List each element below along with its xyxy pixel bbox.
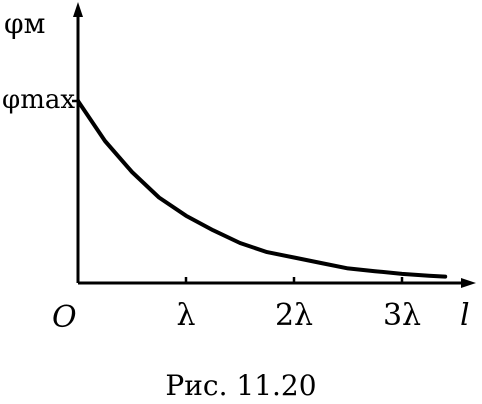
y-axis-label: φм <box>4 7 45 40</box>
x-tick-label: λ <box>176 298 195 333</box>
ymax-label: φmax <box>2 85 75 115</box>
y-axis-arrow <box>73 2 83 17</box>
x-axis-arrow <box>461 278 476 288</box>
data-curve <box>76 99 448 279</box>
x-axis-label: l <box>460 298 470 333</box>
x-tick-label: 2λ <box>275 298 313 333</box>
origin-label: O <box>52 300 77 335</box>
x-tick-label: 3λ <box>383 298 421 333</box>
x-ticks: λ 2λ 3λ <box>176 277 421 333</box>
figure-caption: Рис. 11.20 <box>165 369 316 402</box>
